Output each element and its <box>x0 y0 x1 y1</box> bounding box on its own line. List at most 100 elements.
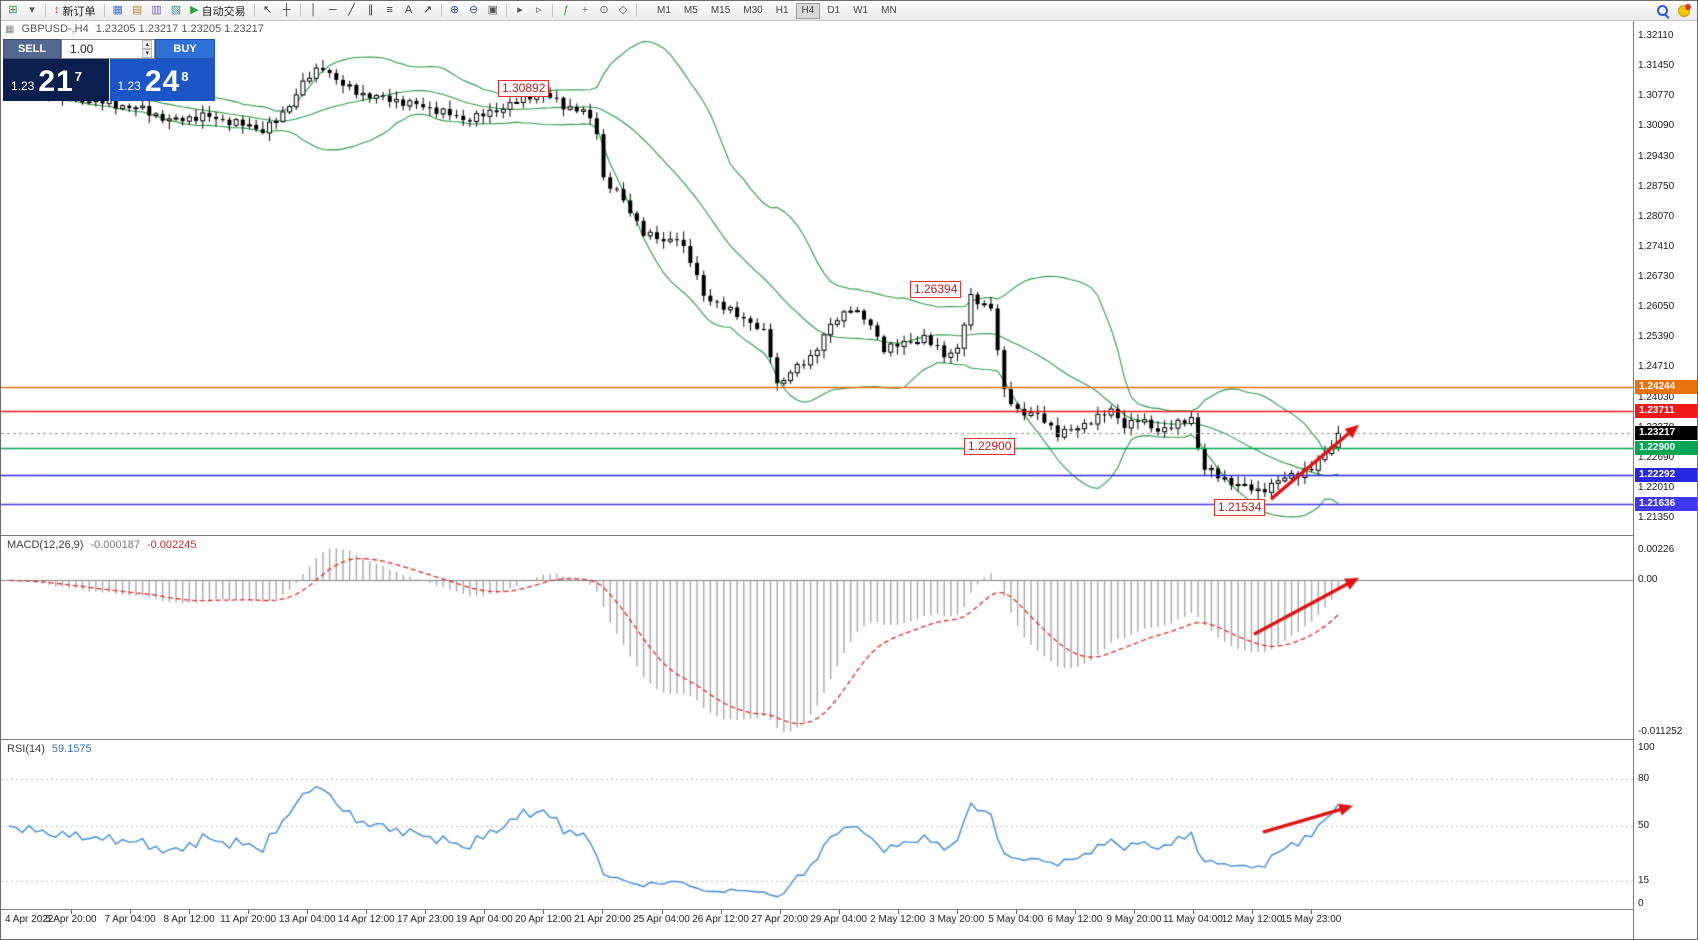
macd-canvas[interactable] <box>1 536 1633 739</box>
time-axis-label: 25 Apr 04:00 <box>633 914 690 925</box>
autotrading-button[interactable]: ▶ 自动交易 <box>186 2 249 19</box>
toolbar-separator <box>440 4 442 17</box>
new-chart-button[interactable]: ⊞ <box>4 2 22 19</box>
channel-button[interactable]: ∥ <box>362 2 380 19</box>
time-axis-label: 8 Apr 12:00 <box>163 914 215 925</box>
timeframe-m1[interactable]: M1 <box>657 5 671 16</box>
timeframe-h1[interactable]: H1 <box>775 5 789 16</box>
timeframe-d1[interactable]: D1 <box>827 5 841 16</box>
horizontal-line-button[interactable]: ─ <box>324 2 342 19</box>
toolbar-separator <box>552 4 553 17</box>
indicators-button[interactable]: ƒ <box>557 2 575 19</box>
price-axis-label: 1.29430 <box>1638 150 1675 162</box>
periods-button[interactable]: ⊙ <box>595 2 613 19</box>
time-axis-tick <box>425 910 427 914</box>
time-axis-tick <box>248 910 250 914</box>
trendline-button[interactable]: ╱ <box>343 2 361 19</box>
timeframe-toolbar: M1 M5 M15 M30 H1 H4 D1 W1 MN <box>651 2 903 19</box>
volume-stepper[interactable]: 1.00 ▴ ▾ <box>61 39 155 59</box>
new-order-button-label: 新订单 <box>62 5 96 18</box>
price-chart-canvas[interactable] <box>1 21 1633 535</box>
market-watch-icon: ▦ <box>112 4 123 16</box>
price-chart-pane[interactable]: ▦ GBPUSD-,H4 1.23205 1.23217 1.23205 1.2… <box>1 21 1633 535</box>
fibonacci-button[interactable]: ≡ <box>381 2 399 19</box>
rsi-label: RSI(14) <box>7 743 45 755</box>
data-window-button[interactable]: ▤ <box>128 2 146 19</box>
price-axis-label: 1.22010 <box>1638 481 1675 493</box>
rsi-header: RSI(14) 59.1575 <box>7 743 92 755</box>
toolbar-separator <box>45 4 46 17</box>
time-axis-tick <box>1192 910 1194 914</box>
toolbar-separator <box>103 4 105 17</box>
cursor-icon: ↖ <box>262 4 273 16</box>
cursor-button[interactable]: ↖ <box>259 2 277 19</box>
timeframe-h4[interactable]: H4 <box>795 2 821 19</box>
zoom-out-icon: ⊖ <box>468 4 479 16</box>
price-level-tag: 1.21636 <box>1635 497 1697 512</box>
notifications-icon[interactable] <box>1678 3 1691 17</box>
time-axis-label: 14 Apr 12:00 <box>337 914 395 925</box>
time-axis-label: 13 Apr 04:00 <box>278 914 336 925</box>
time-axis-label: 11 Apr 20:00 <box>220 914 277 925</box>
price-axis-label: 1.28070 <box>1638 210 1675 222</box>
chart-list-dropdown[interactable]: ▾ <box>23 2 41 19</box>
vertical-line-button[interactable]: │ <box>305 2 323 19</box>
tile-windows-icon: ▣ <box>487 4 498 16</box>
add-indicator-button[interactable]: + <box>576 2 594 19</box>
price-axis[interactable]: 1.32110 1.31450 1.30770 1.30090 1.29430 1.287… <box>1633 21 1697 939</box>
tile-windows-button[interactable]: ▣ <box>484 2 502 19</box>
horizontal-line-icon: ─ <box>328 4 337 16</box>
toolbar-separator <box>636 4 637 17</box>
new-order-button[interactable]: ↕ 新订单 <box>50 2 100 19</box>
zoom-in-button[interactable]: ⊕ <box>446 2 464 19</box>
rsi-pane[interactable]: RSI(14) 59.1575 <box>1 739 1633 909</box>
text-button[interactable]: A <box>400 2 418 19</box>
market-watch-button[interactable]: ▦ <box>109 2 127 19</box>
time-axis-tick <box>543 910 545 914</box>
volume-down-button[interactable]: ▾ <box>142 49 152 58</box>
time-axis[interactable]: 4 Apr 2022 5 Apr 20:00 7 Apr 04:00 8 Apr 12… <box>1 909 1633 939</box>
price-axis-label: 1.27410 <box>1638 240 1675 252</box>
new-chart-icon: ⊞ <box>8 4 18 16</box>
chart-shift-button[interactable]: ▹ <box>530 2 548 19</box>
sell-button[interactable]: SELL <box>3 39 61 59</box>
channel-icon: ∥ <box>367 4 374 16</box>
time-axis-tick <box>484 910 486 914</box>
new-order-icon: ↕ <box>54 4 60 16</box>
navigator-button[interactable]: ▥ <box>147 2 165 19</box>
time-axis-label: 12 May 12:00 <box>1221 914 1283 925</box>
navigator-icon: ▥ <box>151 4 162 16</box>
arrows-button[interactable]: ↗ <box>419 2 437 19</box>
auto-scroll-button[interactable]: ▸ <box>511 2 529 19</box>
sell-price-button[interactable]: 1.23 21 7 <box>3 59 109 101</box>
macd-pane[interactable]: MACD(12,26,9) -0.000187 -0.002245 <box>1 535 1633 739</box>
templates-button[interactable]: ◇ <box>614 2 632 19</box>
crosshair-button[interactable]: ┼ <box>278 2 296 19</box>
timeframe-m15[interactable]: M15 <box>710 5 731 16</box>
search-icon[interactable] <box>1656 4 1670 18</box>
rsi-canvas[interactable] <box>1 740 1633 909</box>
time-axis-label: 2 May 12:00 <box>870 914 926 925</box>
buy-button[interactable]: BUY <box>155 39 215 59</box>
timeframe-w1[interactable]: W1 <box>853 5 869 16</box>
time-axis-label: 9 May 20:00 <box>1106 914 1162 925</box>
timeframe-mn[interactable]: MN <box>881 5 897 16</box>
time-axis-tick <box>189 910 191 914</box>
time-axis-label: 27 Apr 20:00 <box>751 914 808 925</box>
time-axis-tick <box>130 910 132 914</box>
terminal-button[interactable]: ▧ <box>167 2 185 19</box>
one-click-trading-panel: SELL 1.00 ▴ ▾ BUY 1.23 <box>3 39 215 101</box>
buy-price-button[interactable]: 1.23 24 8 <box>109 59 215 101</box>
price-level-tag: 1.24244 <box>1635 380 1697 395</box>
price-axis-label: 1.30090 <box>1638 120 1675 132</box>
time-axis-label: 15 May 23:00 <box>1280 914 1342 925</box>
zoom-out-button[interactable]: ⊖ <box>465 2 483 19</box>
volume-up-button[interactable]: ▴ <box>142 40 152 49</box>
timeframe-m5[interactable]: M5 <box>683 5 698 16</box>
time-axis-label: 6 May 12:00 <box>1047 914 1103 925</box>
toolbar-separator <box>506 4 507 17</box>
time-axis-label: 5 Apr 20:00 <box>45 914 97 925</box>
timeframe-m30[interactable]: M30 <box>743 5 763 16</box>
rsi-axis-label: 0 <box>1638 898 1644 909</box>
